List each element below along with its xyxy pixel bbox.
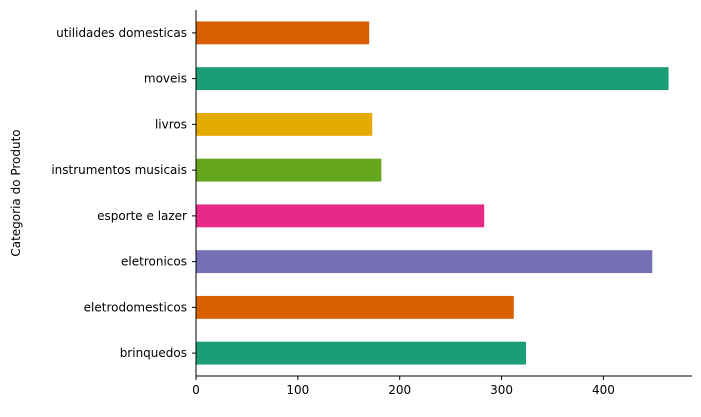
bar xyxy=(196,112,373,136)
y-tick-label: brinquedos xyxy=(120,346,187,360)
bars-group xyxy=(196,21,669,365)
y-tick-label: moveis xyxy=(144,72,187,86)
bar xyxy=(196,21,370,45)
x-axis-ticks: 0 100 200 300 400 xyxy=(192,376,615,397)
x-tick-label: 0 xyxy=(192,383,200,397)
y-tick-label: utilidades domesticas xyxy=(56,26,187,40)
x-tick-label: 400 xyxy=(592,383,615,397)
x-tick-label: 100 xyxy=(286,383,309,397)
x-tick-label: 200 xyxy=(388,383,411,397)
bar xyxy=(196,204,485,228)
y-tick-label: eletronicos xyxy=(121,255,187,269)
bar xyxy=(196,67,669,91)
bar xyxy=(196,250,653,274)
bar xyxy=(196,158,382,182)
bar xyxy=(196,341,526,365)
x-tick-label: 300 xyxy=(490,383,513,397)
y-axis-title: Categoria do Produto xyxy=(9,129,23,256)
bar xyxy=(196,295,514,319)
y-axis-ticks: utilidades domesticas moveis livros instrum… xyxy=(51,26,196,360)
y-tick-label: esporte e lazer xyxy=(97,209,187,223)
y-tick-label: instrumentos musicais xyxy=(51,163,187,177)
y-tick-label: eletrodomesticos xyxy=(84,300,187,314)
y-tick-label: livros xyxy=(155,117,187,131)
